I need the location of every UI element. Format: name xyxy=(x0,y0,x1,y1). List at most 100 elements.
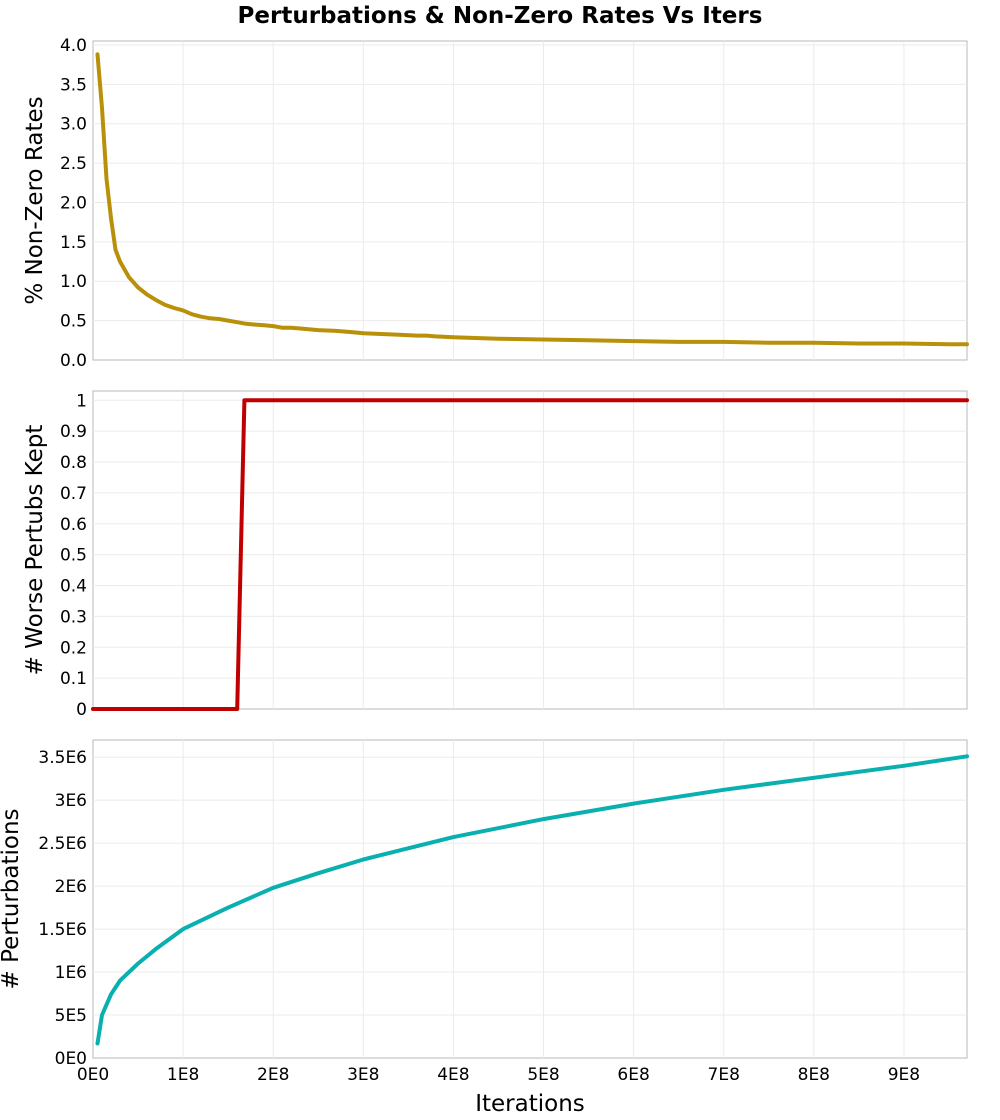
y-tick-label: 0.9 xyxy=(60,422,87,442)
data-point xyxy=(244,322,248,326)
data-point xyxy=(217,317,221,321)
data-point xyxy=(451,335,455,339)
panel-3: 0E0 5E5 1E6 1.5E6 2E6 2.5E6 3E6 3.5E6 # Perturba… xyxy=(0,739,969,1069)
data-point xyxy=(127,275,131,279)
data-point xyxy=(136,962,140,965)
y-tick-label: 2.0 xyxy=(60,193,87,213)
plot-area xyxy=(92,40,968,361)
data-point xyxy=(235,320,239,324)
data-point xyxy=(163,303,167,307)
data-point xyxy=(109,216,113,220)
y-axis-label: # Worse Pertubs Kept xyxy=(22,425,48,676)
data-point xyxy=(415,334,419,338)
y-axis-label: % Non-Zero Rates xyxy=(22,96,48,304)
data-point xyxy=(136,286,140,289)
data-point xyxy=(316,871,320,875)
series-line xyxy=(95,52,969,347)
data-point xyxy=(361,858,365,861)
data-point xyxy=(298,327,302,330)
plot-area xyxy=(92,390,968,710)
data-point xyxy=(965,342,969,346)
y-tick-label: 0.5 xyxy=(60,546,87,566)
data-point xyxy=(857,342,861,345)
x-tick-label: 4E8 xyxy=(437,1065,469,1085)
chart-title: Perturbations & Non-Zero Rates Vs Iters xyxy=(238,3,763,29)
data-point xyxy=(181,308,185,312)
data-point xyxy=(902,764,906,768)
data-point xyxy=(154,947,158,951)
series-line xyxy=(91,398,969,711)
y-tick-label: 5E5 xyxy=(55,1006,87,1026)
x-tick-label: 3E8 xyxy=(347,1065,379,1085)
y-tick-label: 2E6 xyxy=(55,877,87,897)
x-tick-label: 5E8 xyxy=(527,1065,559,1085)
data-point xyxy=(118,979,122,983)
data-point xyxy=(587,338,591,342)
data-point xyxy=(677,340,681,344)
y-tick-label: 1.5 xyxy=(60,233,87,253)
data-point xyxy=(190,312,194,316)
plot-area xyxy=(92,739,968,1059)
y-tick-label: 0.1 xyxy=(60,669,87,689)
y-tick-label: 3E6 xyxy=(55,791,87,811)
data-point xyxy=(965,754,969,758)
data-point xyxy=(105,177,108,181)
data-point xyxy=(902,342,906,345)
x-tick-label: 9E8 xyxy=(888,1065,920,1085)
x-tick-label: 8E8 xyxy=(798,1065,830,1085)
data-point xyxy=(469,336,473,340)
y-tick-label: 3.5 xyxy=(60,75,87,95)
data-point xyxy=(947,342,951,346)
data-point xyxy=(632,802,636,806)
data-point xyxy=(497,337,500,341)
data-point xyxy=(289,326,293,330)
data-point xyxy=(424,334,428,338)
y-tick-label: 3.0 xyxy=(60,115,87,135)
panel-2: 0 0.1 0.2 0.3 0.4 0.5 0.6 0.7 0.8 0.9 1 # Worse Per… xyxy=(22,390,969,720)
data-point xyxy=(812,776,816,780)
data-point xyxy=(343,330,347,334)
data-point xyxy=(114,248,117,252)
data-point xyxy=(145,293,149,297)
y-tick-label: 4.0 xyxy=(60,36,87,56)
y-tick-label: 0 xyxy=(76,700,87,720)
data-point xyxy=(334,329,338,333)
data-point xyxy=(632,339,636,343)
data-point xyxy=(127,970,131,974)
x-tick-label: 6E8 xyxy=(617,1065,649,1085)
data-point xyxy=(722,788,726,792)
data-point xyxy=(542,817,545,821)
y-tick-label: 0.3 xyxy=(60,607,87,627)
y-tick-label: 0.4 xyxy=(60,577,87,597)
data-point xyxy=(965,398,969,402)
y-tick-label: 1E6 xyxy=(55,963,87,983)
y-tick-label: 1.5E6 xyxy=(38,920,87,940)
panel-1: 0.0 0.5 1.0 1.5 2.0 2.5 3.0 3.5 4.0 % Non-Zero Ra… xyxy=(22,36,969,371)
data-point xyxy=(397,333,401,337)
data-point xyxy=(451,835,455,839)
y-tick-label: 0.0 xyxy=(60,351,87,371)
data-point xyxy=(316,328,320,332)
y-tick-label: 3.5E6 xyxy=(38,748,87,768)
y-tick-label: 0.8 xyxy=(60,453,87,473)
data-point xyxy=(253,323,257,327)
data-point xyxy=(271,324,275,328)
data-point xyxy=(154,298,158,302)
y-tick-label: 2.5 xyxy=(60,154,87,174)
data-point xyxy=(226,906,230,910)
x-tick-label: 1E8 xyxy=(167,1065,199,1085)
data-point xyxy=(181,927,185,931)
data-point xyxy=(100,106,104,110)
data-point xyxy=(379,332,383,336)
data-point xyxy=(812,341,816,345)
data-point xyxy=(361,331,365,335)
data-point xyxy=(96,1041,99,1045)
data-point xyxy=(242,398,246,402)
data-point xyxy=(199,315,203,319)
data-point xyxy=(100,1013,104,1017)
data-point xyxy=(352,330,356,334)
data-point xyxy=(271,886,275,890)
data-point xyxy=(262,323,266,327)
y-tick-label: 0.6 xyxy=(60,515,87,535)
